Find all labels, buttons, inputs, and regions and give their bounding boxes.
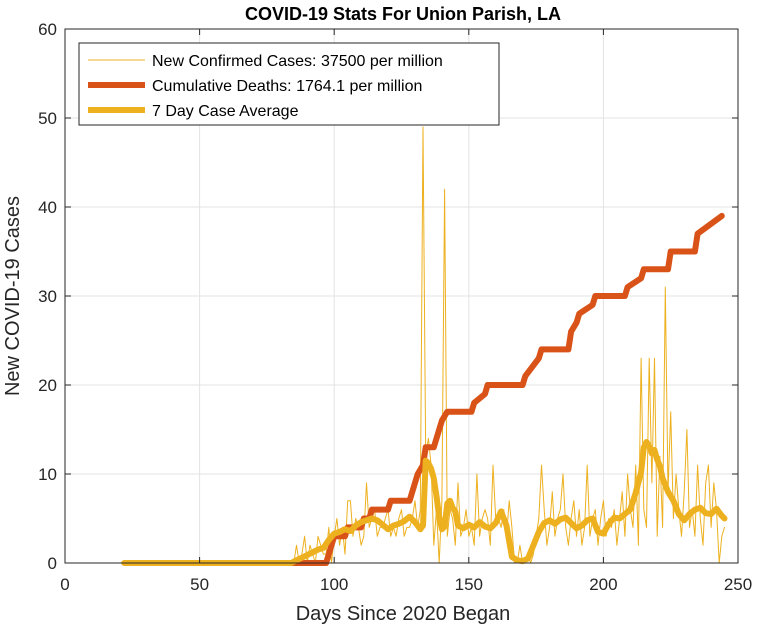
legend-box: [78, 42, 500, 126]
y-tick-label: 20: [38, 376, 57, 395]
tick-layer: 0 50 100 150 200 250 0 10 20 30 40 50 60: [38, 20, 752, 594]
case-average-line: [121, 439, 728, 566]
x-axis-label: Days Since 2020 Began: [296, 603, 511, 625]
series-layer: [121, 126, 728, 566]
chart-title: COVID-19 Stats For Union Parish, LA: [245, 4, 561, 24]
x-tick-label: 50: [190, 575, 209, 594]
legend-item-new-cases-label: New Confirmed Cases: 37500 per million: [152, 53, 443, 70]
y-tick-label: 0: [48, 554, 57, 573]
y-tick-label: 40: [38, 198, 57, 217]
y-tick-label: 60: [38, 20, 57, 39]
legend-item-case-average-label: 7 Day Case Average: [152, 103, 299, 120]
legend: New Confirmed Cases: 37500 per million Cu…: [78, 42, 500, 126]
x-tick-label: 150: [455, 575, 483, 594]
y-tick-label: 50: [38, 109, 57, 128]
legend-item-cumulative-deaths-label: Cumulative Deaths: 1764.1 per million: [152, 78, 422, 95]
y-tick-label: 10: [38, 465, 57, 484]
y-axis-label: New COVID-19 Cases: [2, 196, 24, 396]
x-tick-label: 200: [589, 575, 617, 594]
x-tick-label: 250: [724, 575, 752, 594]
y-tick-label: 30: [38, 287, 57, 306]
x-tick-label: 100: [320, 575, 348, 594]
x-tick-label: 0: [60, 575, 69, 594]
